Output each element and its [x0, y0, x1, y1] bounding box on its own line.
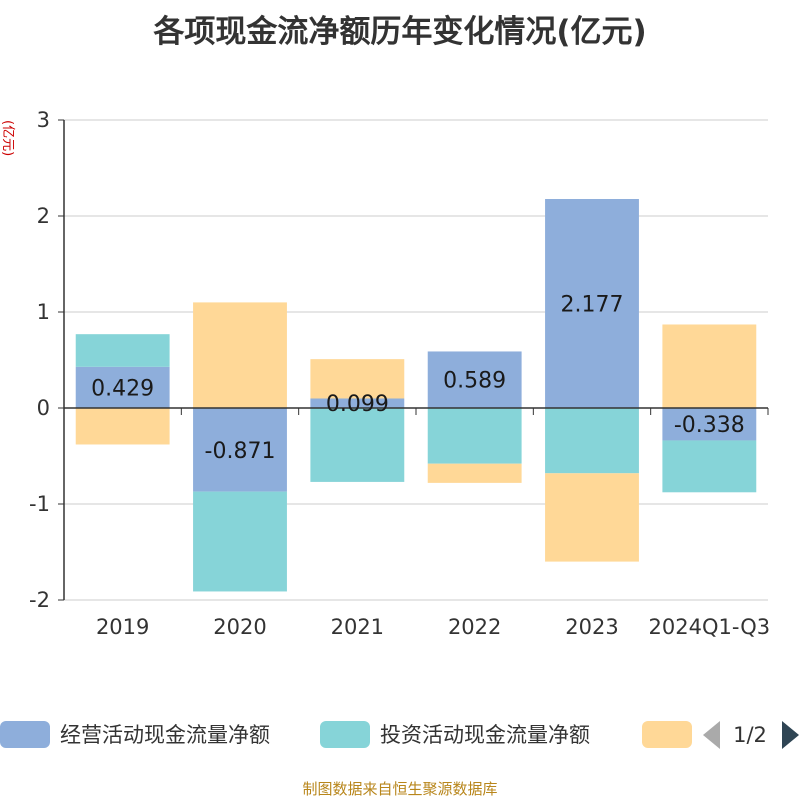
x-tick-label: 2020: [213, 615, 266, 639]
bar-series2-2024Q1-Q3: [662, 440, 757, 493]
data-labels: 0.429 -0.871 0.099 0.589 2.177 -0.338: [91, 293, 745, 464]
x-tick-label: 2023: [565, 615, 618, 639]
legend-swatch-2: [320, 721, 370, 748]
bar-series3-2022: [427, 463, 522, 483]
bar-series3-2024Q1-Q3: [662, 324, 757, 408]
bar-series2-2020: [193, 491, 287, 592]
legend-swatch-3: [642, 721, 692, 748]
bar-series2-2023: [545, 408, 639, 474]
bar-series1-2023: [545, 199, 639, 408]
data-label: -0.338: [674, 413, 745, 438]
y-tick-label: -1: [29, 492, 50, 516]
bar-series1-2021: [310, 398, 405, 408]
legend-next-icon[interactable]: [782, 721, 799, 749]
legend-label-1: 经营活动现金流量净额: [60, 723, 270, 747]
bar-series3-2020: [193, 302, 287, 408]
x-tick-label: 2022: [448, 615, 501, 639]
y-tick-label: 3: [37, 108, 50, 132]
data-label: 2.177: [561, 293, 624, 318]
legend-label-2: 投资活动现金流量净额: [380, 723, 590, 747]
x-tick-label: 2024Q1-Q3: [649, 615, 771, 639]
chart-title: 各项现金流净额历年变化情况(亿元): [153, 14, 647, 50]
legend: 经营活动现金流量净额 投资活动现金流量净额 1/2: [0, 721, 799, 749]
legend-prev-icon[interactable]: [703, 721, 720, 749]
data-label: 0.429: [91, 376, 154, 401]
bar-series1-2019: [75, 366, 170, 408]
x-tick-label: 2019: [96, 615, 149, 639]
bar-series3-2021: [310, 359, 405, 399]
bar-series1-2024Q1-Q3: [662, 408, 757, 441]
axes: -2 -1 0 1 2 3 (亿元) 2019 2020 2021 2022 2023 2024Q1-Q…: [0, 108, 770, 639]
bar-series2-2021: [310, 408, 405, 482]
source-note: 制图数据来自恒生聚源数据库: [302, 780, 498, 798]
y-tick-label: 0: [37, 396, 50, 420]
y-tick-label: 1: [37, 300, 50, 324]
bar-series1-2020: [193, 408, 287, 492]
data-label: 0.589: [443, 369, 506, 394]
bar-series3-2023: [545, 473, 639, 562]
y-tick-label: -2: [29, 588, 50, 612]
y-tick-label: 2: [37, 204, 50, 228]
bar-series3-2019: [75, 408, 170, 445]
bar-series2-2022: [427, 408, 522, 464]
y-axis-unit: (亿元): [0, 120, 15, 156]
data-label: 0.099: [326, 392, 389, 417]
x-tick-label: 2021: [331, 615, 384, 639]
legend-swatch-1: [0, 721, 50, 748]
data-label: -0.871: [205, 439, 276, 464]
bar-series2-2019: [75, 334, 170, 367]
bar-series1-2022: [427, 351, 522, 408]
bars: [75, 199, 757, 592]
legend-page-indicator: 1/2: [733, 723, 767, 747]
